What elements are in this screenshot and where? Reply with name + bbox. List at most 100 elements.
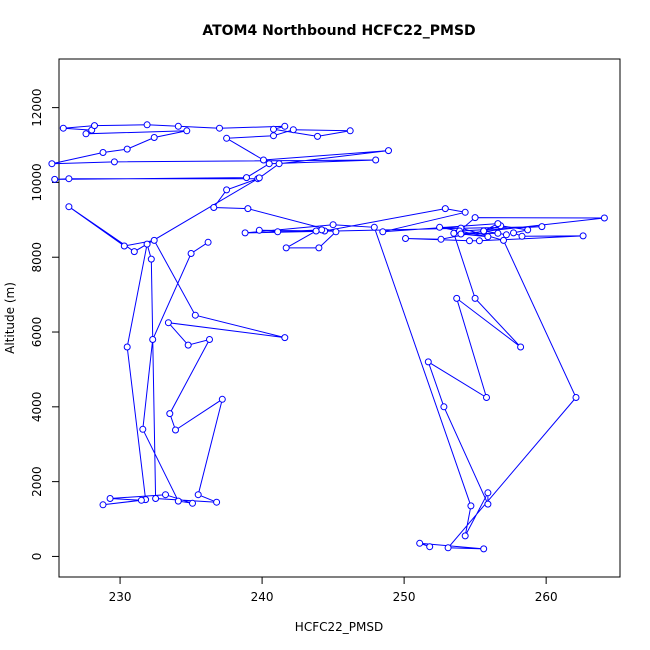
data-point (174, 497, 182, 505)
data-point (450, 229, 458, 237)
data-point (318, 226, 326, 234)
data-point (244, 205, 252, 213)
data-point (402, 235, 409, 242)
y-tick-label: 12000 (30, 89, 44, 127)
data-point (274, 228, 282, 236)
data-point (139, 425, 147, 433)
data-point (471, 214, 479, 222)
y-tick-label: 8000 (30, 242, 44, 273)
data-point (120, 242, 128, 250)
y-tick-label: 6000 (30, 317, 44, 348)
data-point (441, 205, 449, 213)
data-point (502, 231, 510, 239)
data-point (143, 121, 151, 129)
data-point (275, 160, 283, 168)
data-point (510, 229, 517, 237)
data-series (48, 121, 608, 553)
data-point (484, 233, 492, 241)
data-point (600, 214, 608, 222)
data-point (59, 124, 67, 132)
data-point (48, 160, 56, 168)
data-point (218, 395, 226, 403)
data-point (426, 543, 434, 551)
data-point (424, 358, 432, 366)
data-point (494, 220, 502, 228)
data-point (282, 244, 290, 252)
y-tick-label: 2000 (30, 466, 44, 497)
data-point (255, 174, 263, 182)
data-point (466, 237, 473, 245)
data-point (150, 134, 158, 141)
data-point (149, 336, 157, 343)
data-point (475, 237, 483, 245)
data-point (483, 394, 490, 401)
data-point (494, 229, 502, 237)
data-point (223, 186, 231, 194)
x-axis-label: HCFC22_PMSD (295, 620, 383, 634)
data-point (187, 250, 195, 257)
data-point (65, 203, 73, 211)
data-point (65, 175, 73, 183)
data-point (467, 502, 475, 510)
data-point (270, 125, 277, 133)
data-point (332, 228, 340, 236)
data-point (189, 499, 196, 507)
series-line (51, 124, 605, 550)
data-point (243, 174, 250, 182)
data-point (172, 426, 179, 434)
data-point (210, 204, 218, 211)
data-point (147, 255, 155, 263)
data-point (164, 319, 172, 327)
data-point (183, 127, 191, 135)
data-point (270, 132, 277, 140)
data-point (143, 240, 151, 248)
x-tick-label: 240 (251, 590, 274, 604)
data-point (110, 158, 118, 166)
data-point (191, 311, 199, 319)
data-point (480, 545, 488, 553)
data-point (444, 544, 452, 552)
data-point (162, 491, 169, 499)
x-tick-label: 260 (535, 590, 558, 604)
data-point (440, 403, 448, 411)
data-point (223, 134, 231, 142)
data-point (379, 228, 387, 236)
data-point (329, 221, 337, 229)
data-point (194, 491, 202, 499)
y-axis: 0 2000 4000 6000 8000 10000 12000 (30, 89, 60, 561)
data-point (204, 238, 212, 246)
data-point (106, 495, 114, 502)
y-tick-label: 0 (30, 553, 44, 561)
data-point (572, 394, 580, 401)
data-point (51, 175, 59, 183)
data-point (174, 122, 182, 130)
data-point (461, 532, 469, 540)
data-point (123, 343, 131, 351)
data-point (484, 500, 492, 508)
data-point (518, 232, 526, 240)
data-point (281, 122, 289, 130)
data-point (436, 223, 444, 231)
data-point (480, 227, 488, 235)
data-point (289, 126, 297, 134)
y-tick-label: 4000 (30, 392, 44, 423)
data-point (471, 294, 479, 302)
data-point (150, 236, 158, 244)
data-point (82, 130, 90, 138)
data-point (206, 336, 213, 343)
data-point (314, 132, 321, 140)
data-point (260, 156, 267, 164)
data-point (372, 156, 380, 164)
data-point (281, 334, 289, 342)
data-point (437, 235, 445, 243)
data-point (385, 147, 392, 155)
data-point (137, 496, 145, 504)
data-point (312, 227, 320, 235)
data-point (123, 145, 131, 153)
data-point (184, 341, 192, 349)
data-point (346, 127, 354, 135)
data-point (457, 230, 465, 238)
x-tick-label: 250 (393, 590, 416, 604)
data-point (461, 208, 469, 216)
x-axis: 230 240 250 260 (109, 576, 558, 604)
